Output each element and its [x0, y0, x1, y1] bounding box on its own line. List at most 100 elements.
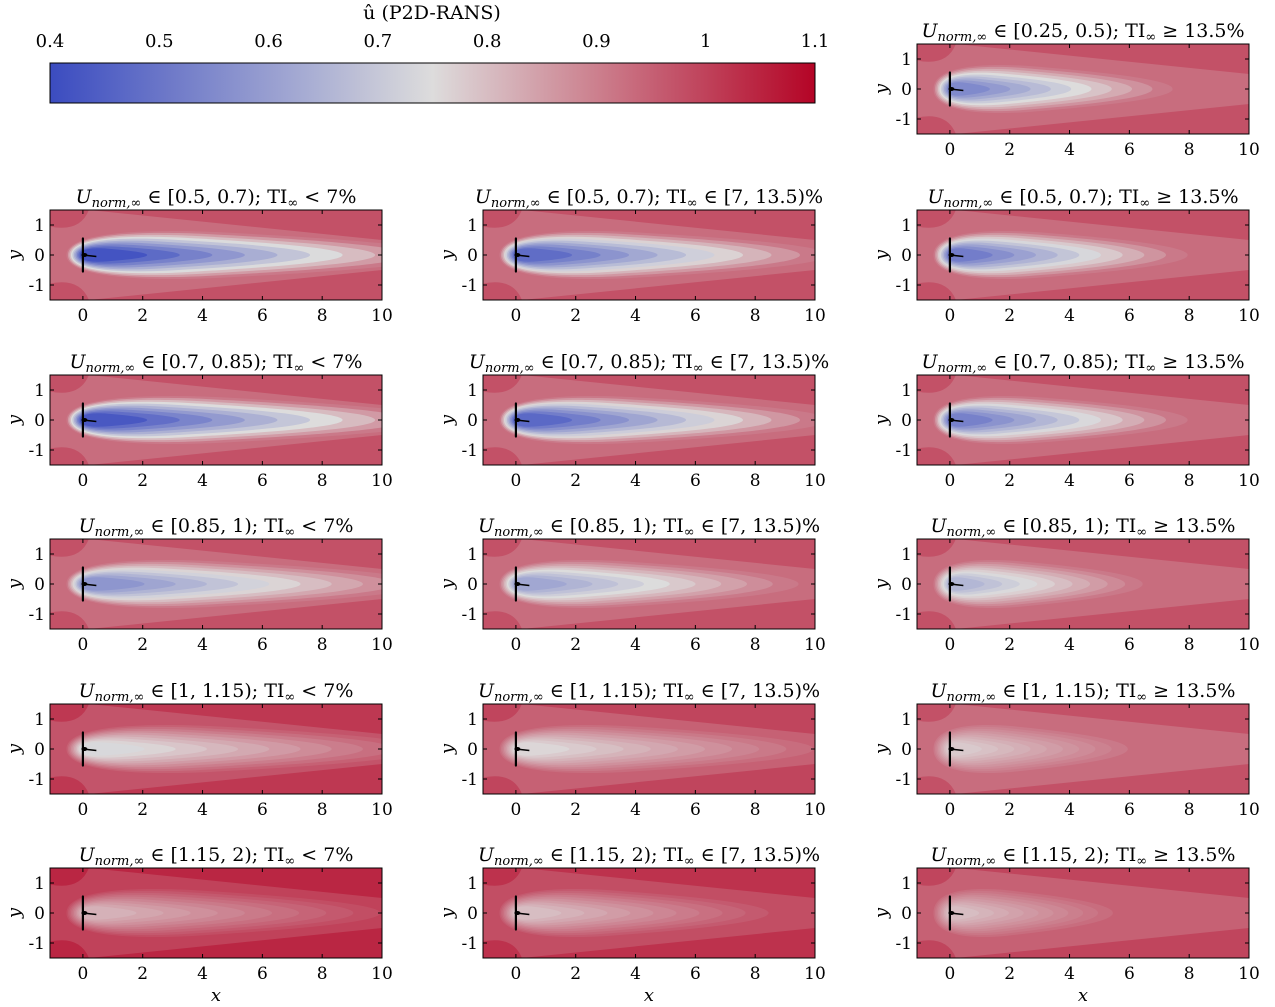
panel-title: Unorm,∞ ∈ [1.15, 2); TI∞ ∈ [7, 13.5)%: [478, 844, 820, 869]
y-tick-label: 0: [34, 411, 45, 431]
y-tick-label: 0: [901, 904, 912, 924]
title-ti-condition: ∈ [7, 13.5)%: [704, 351, 830, 373]
contour-field: [483, 868, 815, 958]
x-tick-label: 0: [944, 800, 955, 820]
panel-title: Unorm,∞ ∈ [0.85, 1); TI∞ ≥ 13.5%: [931, 515, 1236, 540]
panel-title: Unorm,∞ ∈ [0.7, 0.85); TI∞ ∈ [7, 13.5)%: [469, 351, 829, 376]
x-tick-label: 8: [317, 306, 328, 326]
title-variable: U: [478, 680, 495, 702]
y-axis-label: y: [871, 83, 892, 95]
x-tick-label: 2: [1004, 964, 1015, 984]
title-ti-condition: < 7%: [298, 186, 356, 208]
contour-field: [483, 210, 815, 300]
x-tick-label: 6: [690, 800, 701, 820]
x-tick-label: 4: [1064, 635, 1075, 655]
y-axis-label: y: [4, 907, 25, 919]
title-ti-condition: ∈ [7, 13.5)%: [698, 186, 824, 208]
x-tick-label: 0: [510, 306, 521, 326]
x-tick-label: 8: [1184, 964, 1195, 984]
title-subscript: norm,∞: [86, 361, 136, 376]
title-ti-condition: ∈ [7, 13.5)%: [695, 844, 821, 866]
turbine-icon: [948, 71, 964, 107]
y-tick-label: 1: [467, 381, 478, 401]
y-tick-label: 0: [34, 575, 45, 595]
x-tick-label: 2: [1004, 635, 1015, 655]
contour-field: [50, 375, 382, 465]
x-tick-label: 6: [1124, 964, 1135, 984]
title-variable: U: [927, 186, 944, 208]
x-tick-label: 2: [137, 471, 148, 491]
contour-field: [50, 210, 382, 300]
x-tick-label: 6: [1124, 635, 1135, 655]
x-tick-label: 0: [510, 800, 521, 820]
x-tick-label: 4: [197, 306, 208, 326]
panel-title: Unorm,∞ ∈ [0.7, 0.85); TI∞ < 7%: [70, 351, 363, 376]
contour-level: [512, 906, 562, 920]
x-tick-label: 10: [371, 800, 393, 820]
y-tick-label: 1: [34, 381, 45, 401]
x-tick-label: 8: [750, 306, 761, 326]
title-range: ∈ [0.5, 0.7); TI: [541, 186, 687, 208]
y-tick-label: -1: [28, 770, 45, 790]
y-tick-label: -1: [895, 276, 912, 296]
title-ti-subscript: ∞: [1136, 854, 1147, 869]
y-axis-label: y: [871, 578, 892, 590]
title-ti-subscript: ∞: [284, 690, 295, 705]
x-tick-label: 4: [630, 635, 641, 655]
x-tick-label: 2: [1004, 140, 1015, 160]
x-tick-label: 10: [371, 471, 393, 491]
x-tick-label: 0: [944, 140, 955, 160]
panel-title: Unorm,∞ ∈ [1, 1.15); TI∞ ≥ 13.5%: [931, 680, 1236, 705]
y-tick-label: 0: [901, 246, 912, 266]
y-tick-label: 0: [34, 904, 45, 924]
title-subscript: norm,∞: [947, 525, 997, 540]
title-ti-subscript: ∞: [287, 196, 298, 211]
colorbar-tick-label: 0.6: [254, 31, 283, 52]
turbine-icon: [81, 237, 97, 273]
x-tick-label: 10: [1238, 800, 1260, 820]
x-tick-label: 2: [137, 306, 148, 326]
y-tick-label: -1: [28, 605, 45, 625]
turbine-icon: [514, 566, 530, 602]
panel-title: Unorm,∞ ∈ [0.5, 0.7); TI∞ ≥ 13.5%: [927, 186, 1238, 211]
y-tick-label: -1: [895, 441, 912, 461]
x-tick-label: 0: [510, 964, 521, 984]
title-ti-condition: < 7%: [295, 844, 353, 866]
contour-field: [917, 539, 1249, 629]
y-tick-label: -1: [28, 934, 45, 954]
y-axis-label: y: [437, 907, 458, 919]
contour-field: [50, 868, 382, 958]
title-ti-condition: ∈ [7, 13.5)%: [695, 680, 821, 702]
title-ti-condition: ∈ [7, 13.5)%: [695, 515, 821, 537]
y-axis-label: y: [871, 414, 892, 426]
panel-title: Unorm,∞ ∈ [1.15, 2); TI∞ < 7%: [79, 844, 354, 869]
x-tick-label: 8: [1184, 471, 1195, 491]
contour-level: [512, 248, 573, 262]
title-subscript: norm,∞: [947, 854, 997, 869]
title-range: ∈ [1.15, 2); TI: [996, 844, 1136, 866]
x-tick-label: 6: [257, 800, 268, 820]
title-variable: U: [931, 844, 948, 866]
title-subscript: norm,∞: [95, 690, 145, 705]
title-variable: U: [931, 680, 948, 702]
x-tick-label: 6: [257, 635, 268, 655]
y-tick-label: 0: [901, 411, 912, 431]
y-axis-label: y: [871, 249, 892, 261]
x-tick-label: 6: [1124, 306, 1135, 326]
y-axis-label: y: [4, 414, 25, 426]
contour-level: [79, 248, 148, 262]
x-tick-label: 2: [570, 800, 581, 820]
x-tick-label: 6: [257, 964, 268, 984]
title-variable: U: [76, 186, 93, 208]
x-tick-label: 2: [570, 635, 581, 655]
title-range: ∈ [0.85, 1); TI: [996, 515, 1136, 537]
panel-title: Unorm,∞ ∈ [0.85, 1); TI∞ ∈ [7, 13.5)%: [478, 515, 820, 540]
